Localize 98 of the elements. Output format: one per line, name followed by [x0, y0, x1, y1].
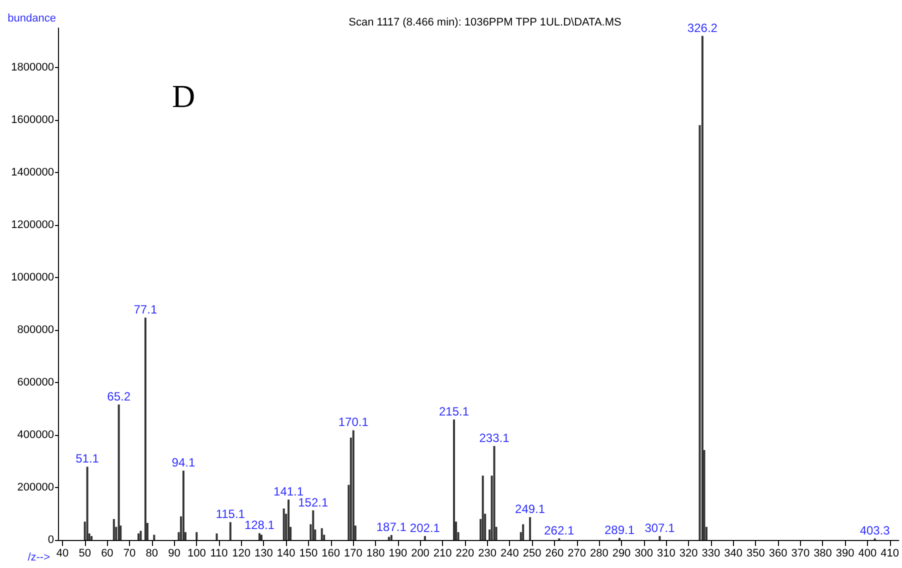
bar: [153, 534, 156, 540]
annotation: D: [172, 78, 196, 114]
x-tick-label: 180: [366, 548, 385, 560]
x-tick-label: 360: [768, 548, 788, 560]
bar: [118, 404, 120, 540]
bar: [529, 517, 532, 540]
bar: [482, 476, 484, 540]
chart-title: Scan 1117 (8.466 min): 1036PPM TPP 1UL.D\DATA.MS: [348, 16, 622, 28]
annotation: 77.1: [134, 302, 158, 317]
x-tick-label: 260: [545, 548, 564, 560]
x-tick-label: 310: [657, 548, 676, 560]
x-tick-label: 40: [56, 548, 69, 560]
bar: [138, 533, 140, 540]
annotation: 249.1: [515, 502, 546, 516]
bar: [390, 535, 392, 540]
bar: [182, 470, 184, 540]
y-tick-label: 1000000: [11, 271, 54, 284]
annotation: 115.1: [216, 507, 246, 522]
y-tick-label: 1800000: [11, 61, 54, 74]
x-tick-label: 80: [146, 548, 158, 560]
x-tick-label: 50: [78, 548, 91, 560]
x-tick-label: 230: [478, 548, 497, 560]
y-tick-label: 0: [48, 534, 54, 546]
x-tick-label: 60: [101, 548, 114, 560]
x-tick-label: 170: [344, 548, 362, 560]
annotation: 233.1: [479, 431, 510, 445]
bar: [144, 318, 146, 540]
annotation: 307.1: [644, 521, 676, 536]
x-tick-label: 370: [791, 548, 810, 560]
bar: [140, 530, 142, 540]
x-tick-label: 190: [388, 548, 408, 560]
y-tick-label: 400000: [17, 428, 54, 441]
bar: [216, 533, 218, 540]
bar: [658, 536, 661, 540]
x-tick-label: 210: [433, 548, 452, 560]
bar: [352, 430, 354, 540]
annotation: 94.1: [172, 456, 196, 470]
y-tick-label: 1400000: [11, 166, 54, 178]
x-tick-label: 220: [456, 548, 474, 560]
bar: [258, 533, 260, 540]
bar: [282, 508, 285, 540]
x-tick-label: 140: [276, 548, 296, 560]
x-tick-label: 150: [299, 548, 318, 560]
bar: [493, 446, 496, 540]
x-tick-label: 120: [232, 548, 251, 560]
x-tick-label: 390: [836, 548, 854, 560]
annotation: 326.2: [687, 20, 718, 35]
x-tick-label: 200: [411, 548, 430, 560]
bar: [312, 510, 314, 540]
x-tick-label: 300: [634, 548, 654, 560]
x-tick-label: 380: [814, 548, 832, 560]
bar: [701, 36, 704, 540]
y-axis-title: bundance: [8, 12, 56, 24]
annotation: 187.1: [376, 520, 407, 534]
bar: [90, 536, 93, 540]
x-tick-label: 130: [254, 548, 273, 560]
x-tick-label: 290: [612, 548, 631, 560]
x-tick-label: 410: [880, 548, 900, 560]
bar: [112, 518, 115, 540]
x-tick-label: 340: [724, 548, 742, 560]
x-tick-label: 250: [522, 548, 542, 560]
bar: [453, 419, 456, 540]
x-tick-label: 400: [858, 548, 877, 560]
bar: [320, 528, 323, 540]
x-tick-label: 100: [187, 548, 206, 560]
bar: [424, 536, 426, 540]
bar: [260, 534, 262, 540]
x-tick-label: 110: [210, 548, 228, 560]
bar: [388, 536, 390, 540]
x-tick-label: 90: [168, 548, 180, 560]
y-tick-label: 600000: [17, 376, 54, 388]
annotation: 262.1: [544, 523, 574, 538]
x-tick-label: 330: [702, 548, 720, 560]
bar: [86, 466, 88, 540]
bar: [522, 524, 524, 540]
annotation: 403.3: [860, 523, 890, 538]
annotation: 289.1: [604, 522, 635, 537]
y-tick-label: 1200000: [11, 218, 54, 231]
annotation: 170.1: [338, 415, 369, 430]
y-tick-label: 200000: [17, 481, 54, 494]
x-tick-label: 160: [322, 548, 340, 560]
annotation: 128.1: [244, 518, 275, 532]
annotation: 202.1: [410, 521, 440, 536]
x-axis-title: /z-->: [28, 552, 50, 564]
x-tick-label: 270: [568, 548, 586, 560]
annotation: 215.1: [438, 404, 470, 418]
x-tick-label: 240: [500, 548, 519, 560]
y-tick-label: 1600000: [11, 114, 54, 126]
bar: [196, 532, 198, 540]
annotation: 65.2: [107, 390, 131, 404]
bar: [288, 500, 290, 540]
x-tick-label: 350: [746, 548, 765, 560]
y-tick-label: 800000: [17, 324, 54, 336]
x-tick-label: 70: [123, 548, 136, 560]
x-tick-label: 320: [679, 548, 698, 560]
bar: [229, 522, 232, 540]
annotation: 51.1: [76, 452, 100, 466]
x-tick-label: 280: [590, 548, 608, 560]
